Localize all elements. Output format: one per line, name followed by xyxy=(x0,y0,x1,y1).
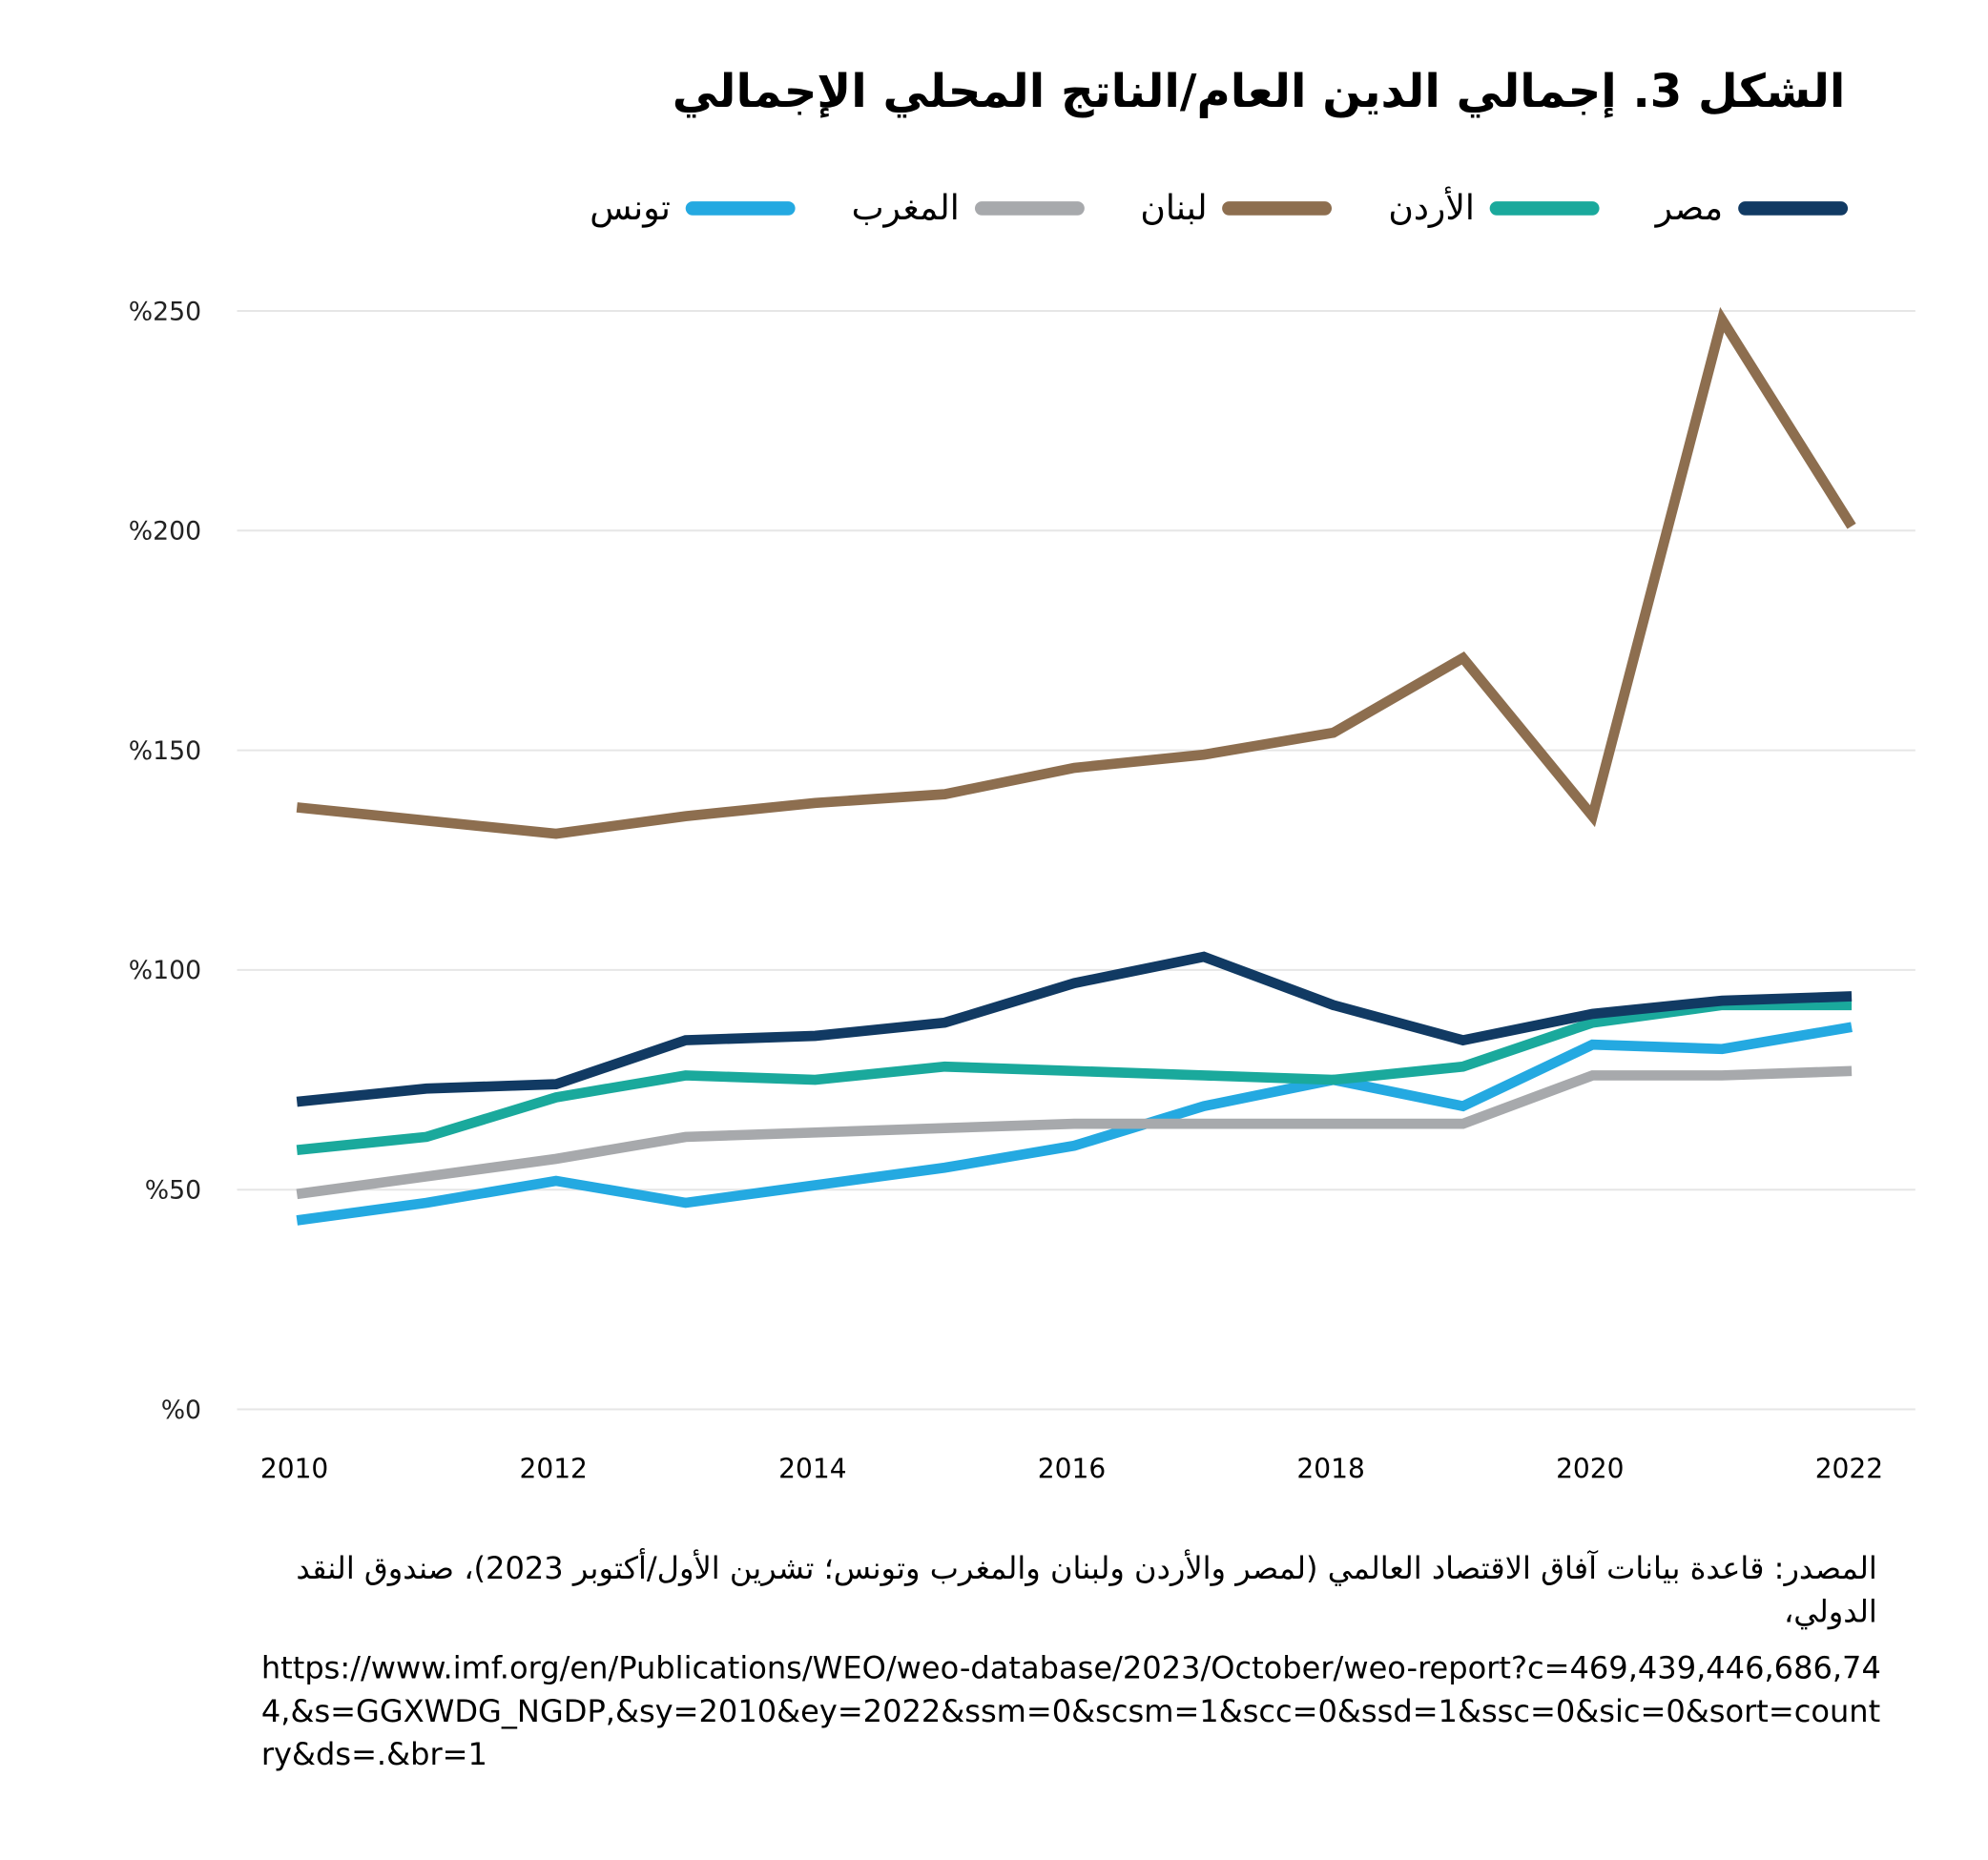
legend-label: مصر xyxy=(1655,188,1724,229)
x-tick-label: 2016 xyxy=(1038,1454,1106,1485)
series-line xyxy=(296,1022,1853,1226)
y-tick-label: %200 xyxy=(129,517,201,547)
y-tick-label: %250 xyxy=(129,297,201,326)
legend-swatch xyxy=(1738,201,1849,216)
legend-swatch xyxy=(1222,201,1333,216)
legend-label: تونس xyxy=(590,188,671,229)
chart-title: الشكل 3. إجمالي الدين العام/الناتج المحل… xyxy=(672,66,1846,119)
y-tick-label: %150 xyxy=(129,736,201,766)
x-tick-label: 2012 xyxy=(520,1454,588,1485)
legend-item: المغرب xyxy=(852,189,1085,228)
series-line xyxy=(296,1000,1853,1156)
line-chart: %0 %50 %100 %150 %200 %250 2010 2012 2014 2016 201… xyxy=(129,297,1916,1485)
legend-swatch xyxy=(1489,201,1600,216)
x-tick-label: 2020 xyxy=(1556,1454,1624,1485)
legend-item: الأردن xyxy=(1388,188,1600,229)
legend-item: لبنان xyxy=(1140,188,1333,229)
y-tick-label: %100 xyxy=(129,956,201,985)
legend-label: لبنان xyxy=(1140,188,1208,229)
source-url[interactable]: https://www.imf.org/en/Publications/WEO/… xyxy=(260,1649,1881,1773)
legend: مصر الأردن لبنان المغرب تونس xyxy=(590,188,1849,229)
x-tick-label: 2018 xyxy=(1296,1454,1364,1485)
legend-label: المغرب xyxy=(851,188,960,229)
legend-item: مصر xyxy=(1655,188,1849,229)
legend-swatch xyxy=(685,201,796,216)
y-tick-label: %0 xyxy=(161,1395,201,1425)
series-line xyxy=(296,306,1856,839)
legend-label: الأردن xyxy=(1388,188,1475,229)
x-tick-label: 2014 xyxy=(778,1454,846,1485)
legend-swatch xyxy=(974,201,1085,216)
series-line xyxy=(296,1065,1853,1200)
series-line xyxy=(296,951,1853,1107)
legend-item: تونس xyxy=(590,189,796,228)
x-tick-label: 2010 xyxy=(260,1454,328,1485)
x-tick-label: 2022 xyxy=(1815,1454,1883,1485)
source-note: المصدر: قاعدة بيانات آفاق الاقتصاد العال… xyxy=(296,1550,1877,1630)
y-tick-label: %50 xyxy=(145,1176,201,1206)
